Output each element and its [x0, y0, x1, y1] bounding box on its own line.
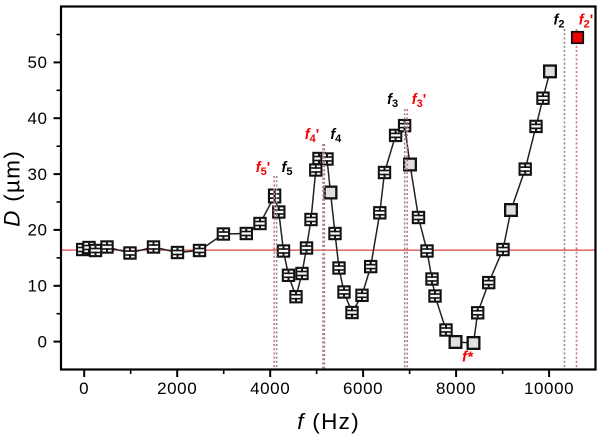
- svg-text:8000: 8000: [436, 379, 476, 398]
- svg-text:0: 0: [79, 379, 89, 398]
- svg-text:6000: 6000: [343, 379, 383, 398]
- svg-text:f*: f*: [462, 349, 474, 366]
- svg-text:0: 0: [38, 332, 48, 351]
- svg-text:f4': f4': [305, 127, 319, 145]
- svg-text:f3': f3': [412, 92, 426, 110]
- svg-text:f5': f5': [256, 160, 270, 178]
- svg-text:2000: 2000: [157, 379, 197, 398]
- svg-text:30: 30: [27, 165, 47, 184]
- svg-text:50: 50: [27, 53, 47, 72]
- svg-text:20: 20: [27, 221, 47, 240]
- svg-text:D (µm): D (µm): [0, 150, 25, 227]
- svg-text:f4: f4: [330, 127, 342, 145]
- svg-text:f (Hz): f (Hz): [297, 409, 360, 434]
- svg-text:40: 40: [27, 109, 47, 128]
- svg-text:10000: 10000: [524, 379, 574, 398]
- svg-text:4000: 4000: [250, 379, 290, 398]
- svg-text:f2': f2': [579, 13, 593, 31]
- svg-text:f5: f5: [282, 160, 293, 178]
- svg-text:f2: f2: [554, 13, 565, 31]
- svg-text:10: 10: [27, 277, 47, 296]
- svg-text:f3: f3: [387, 92, 398, 110]
